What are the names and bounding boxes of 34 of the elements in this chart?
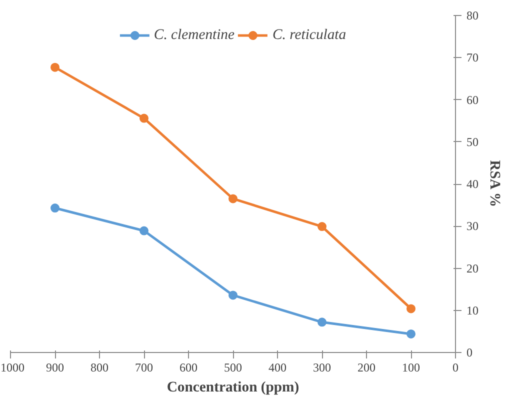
point [50,204,60,213]
x-tick-label: 900 [46,360,64,374]
x-tick-label: 600 [180,360,198,374]
point [406,329,416,338]
x-tick-label: 0 [452,360,458,374]
point [318,222,326,232]
point [140,114,148,123]
x-tick-label: 700 [135,360,153,374]
legend-label: C. reticulata [272,26,346,44]
x-tick-label: 500 [224,360,242,374]
x-tick-label: 300 [313,360,331,374]
point [228,290,238,300]
y-tick-label: 0 [466,346,472,360]
x-tick-label: 1000 [0,360,24,374]
y-tick-label: 80 [466,8,478,22]
y-tick-label: 70 [466,50,478,65]
y-tick-label: 40 [466,177,478,191]
x-tick-label: 100 [402,360,420,374]
point [228,194,238,204]
y-tick-label: 60 [466,92,478,107]
point [50,62,60,72]
x-axis-title: Concentration (ppm) [166,380,300,396]
y-tick-label: 30 [466,219,478,234]
legend-label: C. clementine [154,26,235,44]
point [406,304,416,314]
x-tick-label: 200 [358,360,376,374]
point [140,226,148,236]
y-tick-label: 50 [466,134,478,149]
point [318,318,326,327]
x-tick-label: 400 [268,360,286,374]
x-tick-label: 800 [90,360,108,374]
y-tick-label: 10 [466,303,478,318]
y-axis-title: RSA % [486,160,502,208]
y-tick-label: 20 [466,261,478,276]
